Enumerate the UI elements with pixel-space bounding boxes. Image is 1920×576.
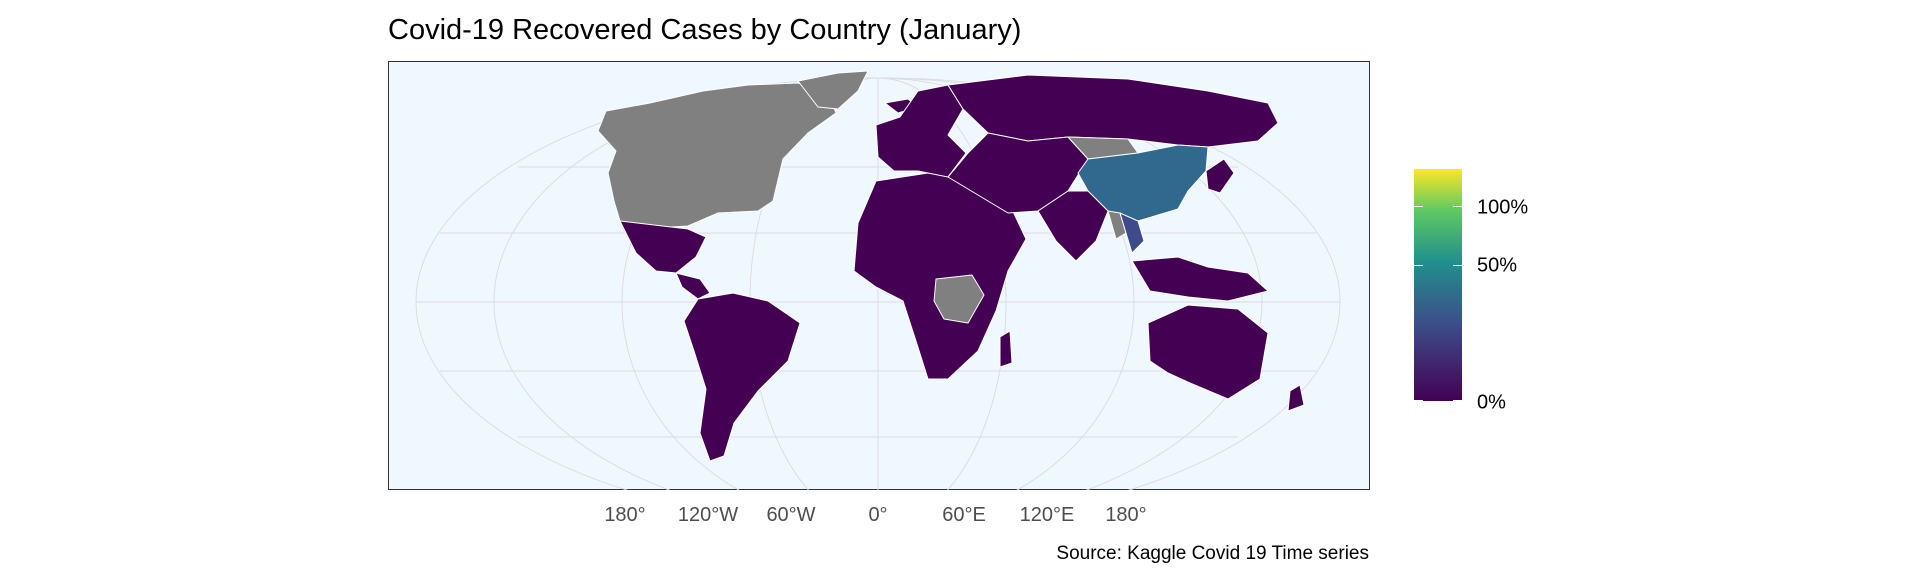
chart-title: Covid-19 Recovered Cases by Country (Jan… xyxy=(388,14,1022,46)
country-thailand xyxy=(1119,212,1145,254)
country-mexico xyxy=(619,220,707,274)
colorbar-gradient xyxy=(1414,169,1462,401)
country-se-asia-islands xyxy=(1131,256,1269,302)
lon-tick-label: 180° xyxy=(1105,504,1147,526)
country-greenland xyxy=(797,70,869,110)
lon-tick-label: 120°W xyxy=(677,504,739,526)
legend-label-100: 100% xyxy=(1477,196,1529,219)
country-india xyxy=(1037,190,1109,262)
country-new-zealand xyxy=(1287,384,1305,412)
legend-label-50: 50% xyxy=(1477,254,1518,277)
source-caption: Source: Kaggle Covid 19 Time series xyxy=(1056,543,1369,564)
country-central-america xyxy=(675,272,711,300)
lon-tick-label: 60°W xyxy=(766,504,816,526)
lon-tick-label: 60°E xyxy=(942,504,986,526)
country-south-america xyxy=(683,292,801,462)
country-europe xyxy=(875,84,967,178)
colorbar-legend xyxy=(1414,169,1462,401)
country-australia xyxy=(1147,304,1269,400)
legend-label-0: 0% xyxy=(1477,391,1506,414)
lon-tick-label: 0° xyxy=(868,504,888,526)
country-madagascar xyxy=(999,330,1013,368)
country-alaska-canada xyxy=(597,82,837,230)
lon-tick-label: 180° xyxy=(604,504,646,526)
country-china xyxy=(1077,144,1209,222)
country-korea-japan xyxy=(1205,158,1235,194)
map-panel xyxy=(388,61,1370,490)
lon-tick-label: 120°E xyxy=(1019,504,1075,526)
country-dr-congo xyxy=(933,274,985,324)
